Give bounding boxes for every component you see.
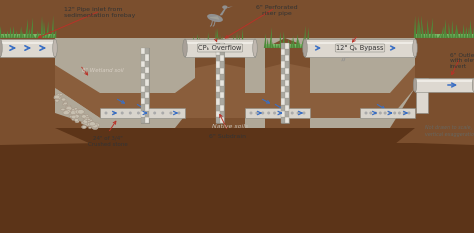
Polygon shape: [269, 27, 272, 48]
Polygon shape: [141, 48, 145, 54]
Polygon shape: [0, 39, 55, 57]
Polygon shape: [417, 16, 419, 38]
Ellipse shape: [92, 126, 98, 130]
Polygon shape: [141, 86, 145, 92]
Polygon shape: [473, 27, 474, 38]
Polygon shape: [145, 67, 149, 73]
Polygon shape: [281, 62, 285, 68]
Ellipse shape: [87, 123, 93, 126]
Polygon shape: [54, 29, 56, 38]
Polygon shape: [185, 39, 255, 57]
Polygon shape: [12, 26, 14, 38]
Polygon shape: [27, 28, 30, 38]
Ellipse shape: [91, 125, 95, 128]
Ellipse shape: [55, 96, 61, 99]
Polygon shape: [220, 74, 224, 80]
Ellipse shape: [87, 122, 92, 125]
Circle shape: [255, 112, 258, 114]
Polygon shape: [196, 34, 199, 48]
Text: 12" Qₖ Bypass: 12" Qₖ Bypass: [336, 45, 384, 51]
Ellipse shape: [66, 106, 72, 110]
Polygon shape: [456, 24, 459, 38]
Polygon shape: [281, 74, 285, 80]
Polygon shape: [216, 62, 220, 68]
Ellipse shape: [88, 118, 91, 120]
Ellipse shape: [64, 110, 71, 114]
Polygon shape: [145, 117, 149, 123]
Polygon shape: [0, 34, 55, 38]
Polygon shape: [459, 31, 462, 38]
Polygon shape: [220, 43, 224, 49]
Polygon shape: [220, 49, 224, 55]
Polygon shape: [216, 68, 220, 74]
Polygon shape: [421, 15, 424, 38]
Ellipse shape: [53, 39, 57, 57]
Circle shape: [393, 112, 396, 114]
Ellipse shape: [222, 5, 228, 9]
Polygon shape: [220, 92, 224, 98]
Ellipse shape: [413, 39, 417, 57]
Ellipse shape: [75, 110, 82, 114]
Text: 6" Subdrain: 6" Subdrain: [210, 134, 246, 139]
Polygon shape: [100, 108, 185, 118]
Ellipse shape: [472, 78, 474, 92]
Ellipse shape: [83, 121, 90, 125]
Text: 6" Perforated
riser pipe: 6" Perforated riser pipe: [256, 5, 298, 16]
Circle shape: [369, 112, 372, 114]
Polygon shape: [281, 117, 285, 123]
Ellipse shape: [89, 127, 91, 129]
Polygon shape: [30, 17, 33, 38]
Polygon shape: [22, 31, 25, 38]
Ellipse shape: [68, 110, 72, 113]
Circle shape: [161, 112, 164, 114]
Ellipse shape: [54, 96, 59, 99]
Polygon shape: [281, 43, 285, 49]
Polygon shape: [145, 110, 149, 117]
Text: CPₖ Overflow: CPₖ Overflow: [198, 45, 242, 51]
Ellipse shape: [84, 116, 88, 119]
Polygon shape: [55, 128, 415, 148]
Polygon shape: [285, 43, 289, 49]
Ellipse shape: [82, 126, 86, 128]
Ellipse shape: [86, 123, 91, 127]
Polygon shape: [425, 29, 427, 38]
Circle shape: [279, 112, 282, 114]
Ellipse shape: [253, 39, 257, 57]
Polygon shape: [281, 55, 285, 62]
Polygon shape: [274, 43, 277, 48]
Polygon shape: [288, 39, 290, 48]
Polygon shape: [145, 86, 149, 92]
Polygon shape: [216, 49, 220, 55]
Ellipse shape: [92, 125, 97, 128]
Polygon shape: [225, 41, 228, 48]
Polygon shape: [281, 111, 285, 117]
Ellipse shape: [91, 126, 97, 129]
Circle shape: [137, 112, 140, 114]
Circle shape: [104, 112, 108, 114]
Polygon shape: [305, 39, 415, 57]
Polygon shape: [280, 32, 282, 48]
Polygon shape: [419, 21, 421, 38]
Ellipse shape: [72, 118, 75, 120]
Polygon shape: [467, 27, 470, 38]
Polygon shape: [141, 98, 145, 104]
Polygon shape: [193, 36, 196, 48]
Polygon shape: [265, 44, 310, 48]
Polygon shape: [145, 98, 149, 104]
Polygon shape: [210, 16, 219, 20]
Ellipse shape: [64, 101, 67, 104]
Polygon shape: [241, 29, 244, 48]
Polygon shape: [354, 47, 358, 48]
Polygon shape: [348, 48, 353, 53]
Ellipse shape: [350, 46, 354, 48]
Polygon shape: [285, 74, 289, 80]
Polygon shape: [51, 15, 54, 38]
Ellipse shape: [70, 116, 74, 118]
Circle shape: [285, 112, 288, 114]
Circle shape: [129, 112, 132, 114]
Polygon shape: [48, 34, 51, 38]
Polygon shape: [216, 43, 220, 49]
Polygon shape: [220, 98, 224, 105]
Polygon shape: [216, 98, 220, 105]
